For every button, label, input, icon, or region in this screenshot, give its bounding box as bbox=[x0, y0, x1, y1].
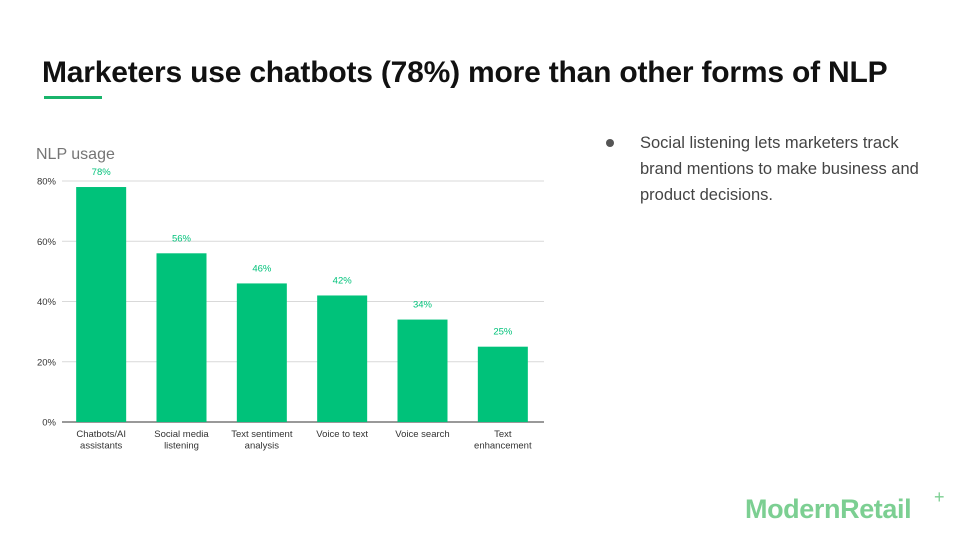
data-label: 78% bbox=[92, 167, 112, 178]
x-tick-label: assistants bbox=[80, 441, 122, 452]
data-label: 46% bbox=[252, 263, 272, 274]
brand-logo: ModernRetail bbox=[745, 494, 912, 524]
data-label: 34% bbox=[413, 300, 433, 311]
data-label: 56% bbox=[172, 233, 192, 244]
bar bbox=[477, 346, 528, 422]
slide-title: Marketers use chatbots (78%) more than o… bbox=[42, 56, 888, 89]
bar-chart-svg: NLP usage 0% 20% 40% 60% 80% 78% Chatbots/AIass… bbox=[36, 146, 544, 452]
bullet-dot-icon bbox=[606, 139, 614, 147]
bar bbox=[317, 295, 368, 422]
x-tick-label: Text sentiment bbox=[231, 429, 293, 440]
x-tick-label: analysis bbox=[245, 441, 280, 452]
brand-logo-plus-icon: + bbox=[934, 487, 945, 507]
y-tick-label: 40% bbox=[37, 297, 57, 308]
bullet-list: Social listening lets marketers track br… bbox=[606, 130, 926, 208]
x-tick-label: Social media bbox=[154, 429, 209, 440]
x-tick-label: enhancement bbox=[474, 441, 532, 452]
x-tick-label: Voice to text bbox=[316, 429, 368, 440]
y-tick-label: 80% bbox=[37, 177, 57, 188]
bar bbox=[76, 187, 127, 422]
x-tick-label: Chatbots/AI bbox=[76, 429, 126, 440]
y-tick-label: 20% bbox=[37, 357, 57, 368]
data-label: 42% bbox=[333, 275, 353, 286]
bar bbox=[236, 283, 287, 422]
bar bbox=[156, 253, 207, 422]
x-tick-label: Text bbox=[494, 429, 512, 440]
bullet-item: Social listening lets marketers track br… bbox=[606, 130, 926, 208]
bar bbox=[397, 319, 448, 422]
x-tick-label: listening bbox=[164, 441, 199, 452]
y-tick-label: 60% bbox=[37, 237, 57, 248]
data-label: 25% bbox=[493, 327, 513, 338]
x-tick-label: Voice search bbox=[395, 429, 449, 440]
chart-title: NLP usage bbox=[36, 146, 115, 163]
title-underline bbox=[44, 96, 102, 99]
y-tick-label: 0% bbox=[42, 418, 56, 429]
bullet-text: Social listening lets marketers track br… bbox=[640, 134, 919, 204]
bar-chart: NLP usage 0% 20% 40% 60% 80% 78% Chatbots/AI ass… bbox=[28, 136, 558, 466]
